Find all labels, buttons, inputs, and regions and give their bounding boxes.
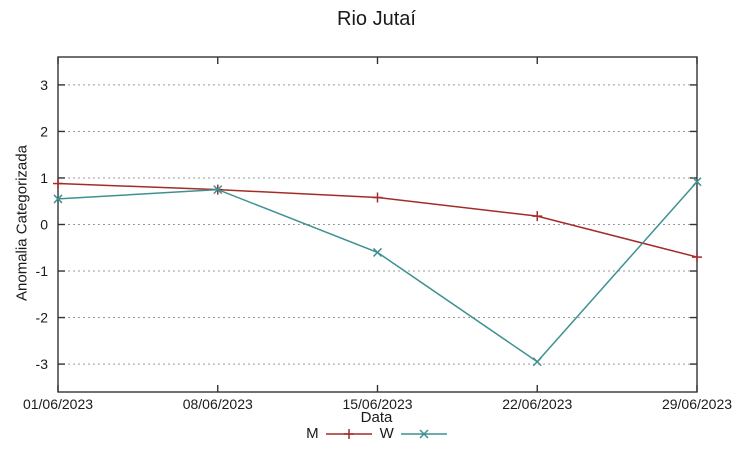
x-tick-label: 01/06/2023 [23, 396, 93, 412]
x-tick-label: 29/06/2023 [662, 396, 732, 412]
chart-title: Rio Jutaí [337, 8, 416, 30]
legend-line-cross-icon [400, 428, 447, 439]
x-tick-label: 15/06/2023 [342, 396, 412, 412]
x-axis-title: Data [360, 409, 393, 426]
series-w-line [57, 181, 698, 363]
series-w-marker [692, 177, 702, 187]
x-tick-label: 08/06/2023 [183, 396, 253, 412]
x-tick-label: 22/06/2023 [502, 396, 572, 412]
series-w-marker [372, 247, 383, 257]
series-w-marker [532, 357, 542, 367]
y-tick-label: -3 [36, 356, 49, 372]
legend-entry-m: M [306, 425, 372, 442]
legend-label-w: W [379, 425, 394, 442]
legend-label-m: M [306, 425, 319, 442]
y-tick-label: 3 [40, 77, 48, 93]
series-w-marker [213, 185, 223, 195]
legend: M W [0, 425, 753, 442]
y-tick-label: -2 [36, 310, 49, 326]
y-tick-label: 0 [40, 217, 48, 233]
legend-sample-marker [419, 428, 429, 439]
y-tick-label: 2 [40, 123, 48, 139]
legend-line-plus-icon [325, 428, 372, 439]
y-tick-label: -1 [36, 263, 49, 279]
series-w-marker [53, 194, 63, 204]
legend-entry-w: W [380, 425, 447, 442]
y-tick-label: 1 [40, 170, 48, 186]
